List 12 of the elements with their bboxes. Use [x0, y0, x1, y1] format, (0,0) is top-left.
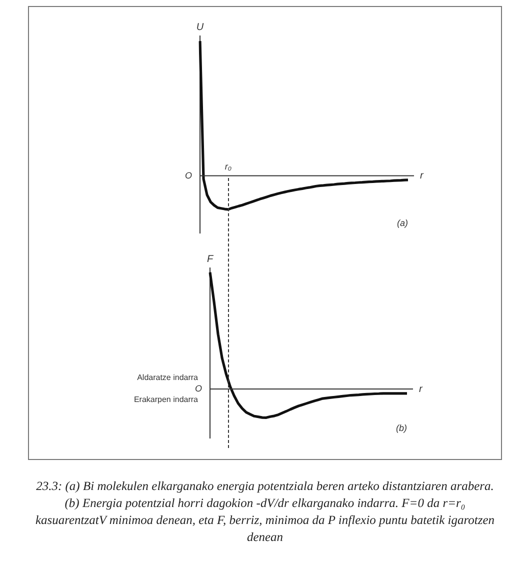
- x-axis-title: r: [419, 384, 423, 395]
- text: O: [184, 170, 192, 180]
- annotation: r₀: [224, 161, 232, 172]
- x-axis-title: r: [420, 170, 424, 182]
- text: (a): [397, 218, 408, 228]
- y-axis-title: F: [206, 254, 214, 265]
- text: 23.3: (a) Bi molekulen elkarganako energia potentziala beren arteko distantziaren arabera. (b) Energia potentzial horri dagokion -dV/dr elkarganako indarra. F=0 da r=r₀ kasuarentzatV minimoa denean, eta F, berriz, minimoa da P inflexio puntu batetik igarotzen denean: [34, 478, 496, 546]
- text: (b): [396, 423, 407, 433]
- text: Erakarpen indarra: [134, 395, 199, 404]
- text: Aldaratze indarra: [137, 373, 199, 382]
- text: O: [194, 383, 202, 394]
- y-axis-title: U: [196, 22, 204, 33]
